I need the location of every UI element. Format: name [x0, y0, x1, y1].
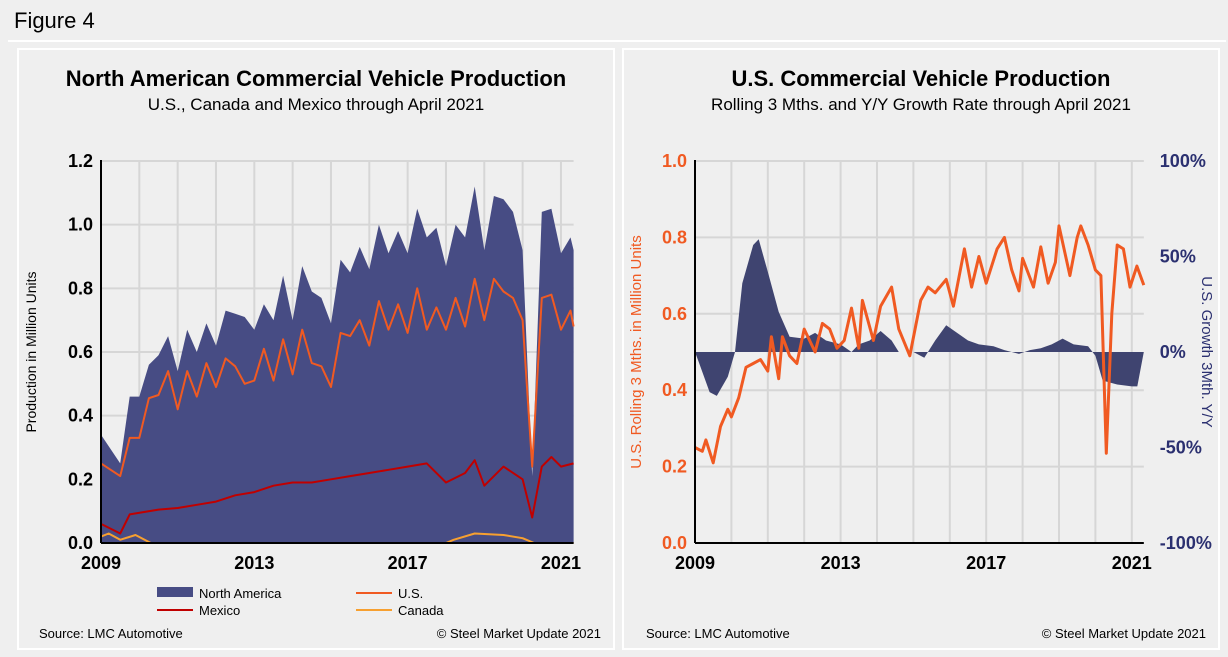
legend-label: U.S.	[398, 586, 423, 601]
y2-tick-label: 100%	[1160, 151, 1206, 171]
x-tick-label: 2009	[81, 553, 121, 573]
y-tick-label: 0.8	[662, 227, 687, 247]
x-tick-label: 2017	[966, 553, 1006, 573]
header-divider	[8, 40, 1226, 42]
y-tick-label: 0.2	[662, 457, 687, 477]
y-tick-label: 0.8	[68, 278, 93, 298]
right-chart-title: U.S. Commercial Vehicle Production	[731, 66, 1111, 91]
line-u-s-	[100, 277, 575, 478]
y-tick-label: 1.0	[68, 215, 93, 235]
right-source: Source: LMC Automotive	[646, 626, 790, 641]
legend-label: North America	[199, 586, 282, 601]
area-series-	[695, 239, 1144, 396]
right-chart-subtitle: Rolling 3 Mths. and Y/Y Growth Rate thro…	[711, 95, 1131, 114]
left-y-axis-title: Production in Million Units	[23, 271, 39, 432]
y-tick-label: 0.4	[662, 380, 687, 400]
y-tick-label: 0.6	[68, 342, 93, 362]
left-chart-subtitle: U.S., Canada and Mexico through April 20…	[147, 95, 485, 114]
y-tick-label: 1.2	[68, 151, 93, 171]
y2-tick-label: 0%	[1160, 342, 1186, 362]
y-tick-label: 0.0	[662, 533, 687, 553]
right-chart-panel: U.S. Commercial Vehicle Production Rolli…	[622, 48, 1220, 650]
y-tick-label: 0.6	[662, 304, 687, 324]
right-chart-y-axis-title: U.S. Rolling 3 Mths. in Million Units	[628, 235, 645, 468]
y2-tick-label: -50%	[1160, 438, 1202, 458]
x-tick-label: 2009	[675, 553, 715, 573]
left-chart-title: North American Commercial Vehicle Produc…	[65, 66, 567, 91]
y-tick-label: 0.4	[68, 406, 93, 426]
y2-tick-label: -100%	[1160, 533, 1212, 553]
line-canada	[100, 532, 574, 544]
y2-tick-label: 50%	[1160, 247, 1196, 267]
legend-label: Canada	[398, 603, 444, 618]
right-chart-y2-axis-title: U.S. Growth 3Mth. Y/Y	[1198, 276, 1215, 427]
x-tick-label: 2021	[541, 553, 581, 573]
legend-label: Mexico	[199, 603, 240, 618]
line-series-	[694, 224, 1146, 465]
y-tick-label: 0.2	[68, 469, 93, 489]
y-tick-label: 1.0	[662, 151, 687, 171]
legend-swatch-north-america	[157, 587, 193, 597]
left-source: Source: LMC Automotive	[39, 626, 183, 641]
left-copyright: © Steel Market Update 2021	[436, 626, 601, 641]
line-mexico	[100, 456, 574, 535]
y-tick-label: 0.0	[68, 533, 93, 553]
x-tick-label: 2021	[1112, 553, 1152, 573]
figure-label: Figure 4	[14, 8, 95, 33]
area-north-america	[101, 186, 574, 543]
right-copyright: © Steel Market Update 2021	[1041, 626, 1206, 641]
x-tick-label: 2017	[388, 553, 428, 573]
left-chart-panel: North American Commercial Vehicle Produc…	[17, 48, 615, 650]
x-tick-label: 2013	[821, 553, 861, 573]
x-tick-label: 2013	[234, 553, 274, 573]
